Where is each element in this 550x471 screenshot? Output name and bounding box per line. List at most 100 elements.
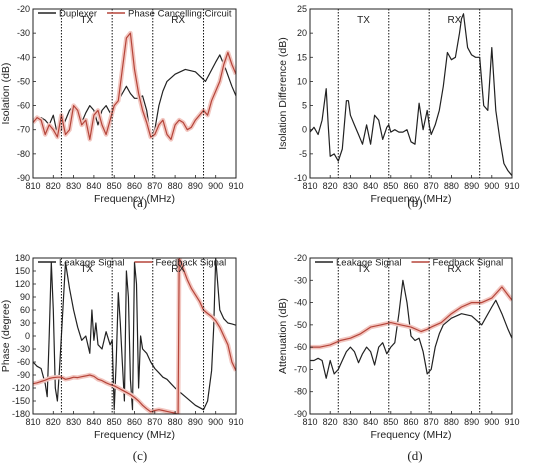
series-line-1 [33,258,236,414]
y-axis-label: Isolation (dB) [0,63,12,125]
region-label: RX [171,15,185,26]
x-tick-label: 900 [484,181,499,191]
panel-a-chart: 810 820 830 840 850 860 870 880 890 900 910 -90 -80 -… [0,4,244,210]
x-tick-label: 870 [147,417,162,427]
y-tick-label: -40 [17,52,30,62]
series-band-1 [310,284,512,350]
y-tick-label: 90 [20,292,30,302]
y-tick-label: -70 [294,364,307,374]
y-tick-label: -120 [12,383,30,393]
x-tick-label: 830 [343,417,358,427]
x-tick-label: 810 [302,181,317,191]
y-tick-label: -10 [294,173,307,183]
y-tick-label: -80 [294,387,307,397]
y-tick-label: 120 [15,279,30,289]
y-tick-label: 0 [25,331,30,341]
y-tick-label: -5 [299,149,307,159]
y-tick-label: 5 [302,101,307,111]
y-tick-label: -50 [294,320,307,330]
x-tick-label: 820 [46,417,61,427]
x-tick-label: 820 [46,181,61,191]
x-tick-label: 890 [188,417,203,427]
x-tick-label: 880 [168,181,183,191]
x-tick-label: 910 [228,417,243,427]
region-label: TX [357,15,370,26]
x-tick-label: 880 [444,417,459,427]
x-tick-label: 820 [323,417,338,427]
x-tick-label: 850 [107,417,122,427]
legend-entry: Feedback Signal [433,258,504,269]
panel-label: (b) [407,195,422,210]
x-tick-label: 850 [383,417,398,427]
x-tick-label: 810 [302,417,317,427]
y-tick-label: 60 [20,305,30,315]
region-label: RX [447,15,461,26]
region-label: TX [357,264,370,275]
y-tick-label: -50 [17,76,30,86]
panel-b-chart: 810 820 830 840 850 860 870 880 890 900 910 -10 -5 0 5… [277,4,520,210]
x-tick-label: 900 [208,181,223,191]
plot-frame [309,8,513,179]
series-line-0 [33,258,236,411]
y-tick-label: 25 [297,4,307,14]
y-tick-label: -70 [17,125,30,135]
series-line-1 [310,286,512,348]
y-tick-label: 180 [15,253,30,263]
y-tick-label: -150 [12,396,30,406]
y-tick-label: 15 [297,52,307,62]
x-tick-label: 880 [168,417,183,427]
x-tick-label: 860 [127,417,142,427]
series-line-1 [33,32,236,140]
y-tick-label: 150 [15,266,30,276]
x-axis-label: Frequency (MHz) [370,429,451,441]
y-tick-label: 30 [20,318,30,328]
y-tick-label: 10 [297,76,307,86]
x-tick-label: 860 [403,417,418,427]
y-tick-label: -20 [17,4,30,14]
x-tick-label: 840 [363,417,378,427]
x-tick-label: 830 [66,417,81,427]
x-tick-label: 870 [424,181,439,191]
legend-entry: Phase Cancelling Circuit [128,9,232,20]
y-axis-label: Attenuation (dB) [277,298,289,374]
legend-entry: Feedback Signal [156,258,227,269]
x-tick-label: 870 [424,417,439,427]
x-tick-label: 890 [464,181,479,191]
x-tick-label: 810 [25,181,40,191]
x-tick-label: 840 [363,181,378,191]
x-tick-label: 850 [107,181,122,191]
y-axis-label: Isolation Difference (dB) [277,37,289,149]
x-tick-label: 830 [343,181,358,191]
legend-entry: Leakage Signal [336,258,402,269]
x-tick-label: 900 [484,417,499,427]
x-tick-label: 830 [66,181,81,191]
x-tick-label: 850 [383,181,398,191]
y-tick-label: -40 [294,298,307,308]
x-tick-label: 880 [444,181,459,191]
y-tick-label: -90 [17,173,30,183]
y-tick-label: 0 [302,125,307,135]
x-tick-label: 860 [403,181,418,191]
panel-label: (a) [133,195,147,210]
x-tick-label: 840 [86,417,101,427]
x-axis-label: Frequency (MHz) [370,193,451,205]
panel-label: (d) [407,448,422,463]
y-tick-label: -30 [17,344,30,354]
region-label: RX [171,264,185,275]
x-tick-label: 900 [208,417,223,427]
y-tick-label: -180 [12,409,30,419]
x-tick-label: 810 [25,417,40,427]
x-tick-label: 820 [323,181,338,191]
panel-label: (c) [133,448,147,463]
y-tick-label: -60 [17,101,30,111]
y-tick-label: -60 [294,342,307,352]
panel-c-chart: 810 820 830 840 850 860 870 880 890 900 910-180-15… [0,253,244,463]
y-tick-label: -90 [294,409,307,419]
x-axis-label: Frequency (MHz) [94,429,175,441]
x-tick-label: 860 [127,181,142,191]
y-tick-label: -60 [17,357,30,367]
y-tick-label: -80 [17,149,30,159]
legend-entry: Duplexer [59,9,97,20]
x-tick-label: 890 [188,181,203,191]
